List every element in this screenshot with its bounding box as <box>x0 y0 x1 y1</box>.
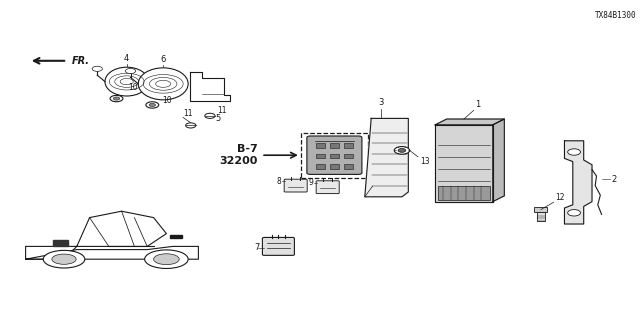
Circle shape <box>113 97 120 100</box>
Polygon shape <box>493 119 504 202</box>
Ellipse shape <box>52 254 76 264</box>
FancyBboxPatch shape <box>284 179 307 192</box>
Polygon shape <box>77 211 166 246</box>
Text: 11: 11 <box>183 109 192 118</box>
Circle shape <box>398 148 406 152</box>
FancyBboxPatch shape <box>262 237 294 255</box>
Text: 8: 8 <box>277 177 282 186</box>
Bar <box>330 164 339 169</box>
Ellipse shape <box>44 250 84 268</box>
Polygon shape <box>435 119 504 125</box>
Text: 10: 10 <box>128 83 138 92</box>
Bar <box>316 143 324 148</box>
Bar <box>316 164 324 169</box>
Bar <box>316 154 324 158</box>
Polygon shape <box>53 240 68 246</box>
Polygon shape <box>26 246 198 259</box>
FancyBboxPatch shape <box>307 136 362 174</box>
Bar <box>534 207 547 212</box>
Circle shape <box>205 113 215 118</box>
Circle shape <box>568 149 580 155</box>
FancyBboxPatch shape <box>316 181 339 194</box>
Bar <box>330 143 339 148</box>
Text: 10: 10 <box>163 96 172 105</box>
Polygon shape <box>365 118 408 197</box>
Polygon shape <box>190 72 230 101</box>
Bar <box>301 133 368 178</box>
Text: 2: 2 <box>611 175 616 184</box>
Ellipse shape <box>105 67 148 96</box>
Circle shape <box>394 147 410 154</box>
Ellipse shape <box>154 254 179 265</box>
Text: 11: 11 <box>218 106 227 115</box>
Ellipse shape <box>145 250 188 268</box>
Text: 3: 3 <box>378 98 383 107</box>
Ellipse shape <box>138 68 188 100</box>
Text: 12: 12 <box>555 193 564 202</box>
Text: 13: 13 <box>420 157 429 166</box>
Text: FR.: FR. <box>72 56 90 66</box>
Bar <box>438 186 490 200</box>
Text: 6: 6 <box>161 55 166 64</box>
Bar <box>344 164 353 169</box>
Polygon shape <box>170 235 182 238</box>
Text: B-7
32200: B-7 32200 <box>219 144 257 166</box>
Text: 9: 9 <box>308 178 314 187</box>
Polygon shape <box>26 246 77 259</box>
Polygon shape <box>564 141 592 224</box>
Polygon shape <box>435 125 493 202</box>
Text: 5: 5 <box>215 114 220 123</box>
Circle shape <box>92 66 102 71</box>
Bar <box>330 154 339 158</box>
Text: 7: 7 <box>254 244 259 252</box>
Text: 4: 4 <box>124 54 129 63</box>
Circle shape <box>186 123 196 128</box>
Circle shape <box>149 103 156 107</box>
Circle shape <box>110 95 123 102</box>
Text: 1: 1 <box>476 100 481 109</box>
Bar <box>344 143 353 148</box>
Circle shape <box>125 68 136 74</box>
Bar <box>344 154 353 158</box>
Text: TX84B1300: TX84B1300 <box>595 11 637 20</box>
Circle shape <box>568 210 580 216</box>
Circle shape <box>146 102 159 108</box>
Bar <box>537 212 545 221</box>
